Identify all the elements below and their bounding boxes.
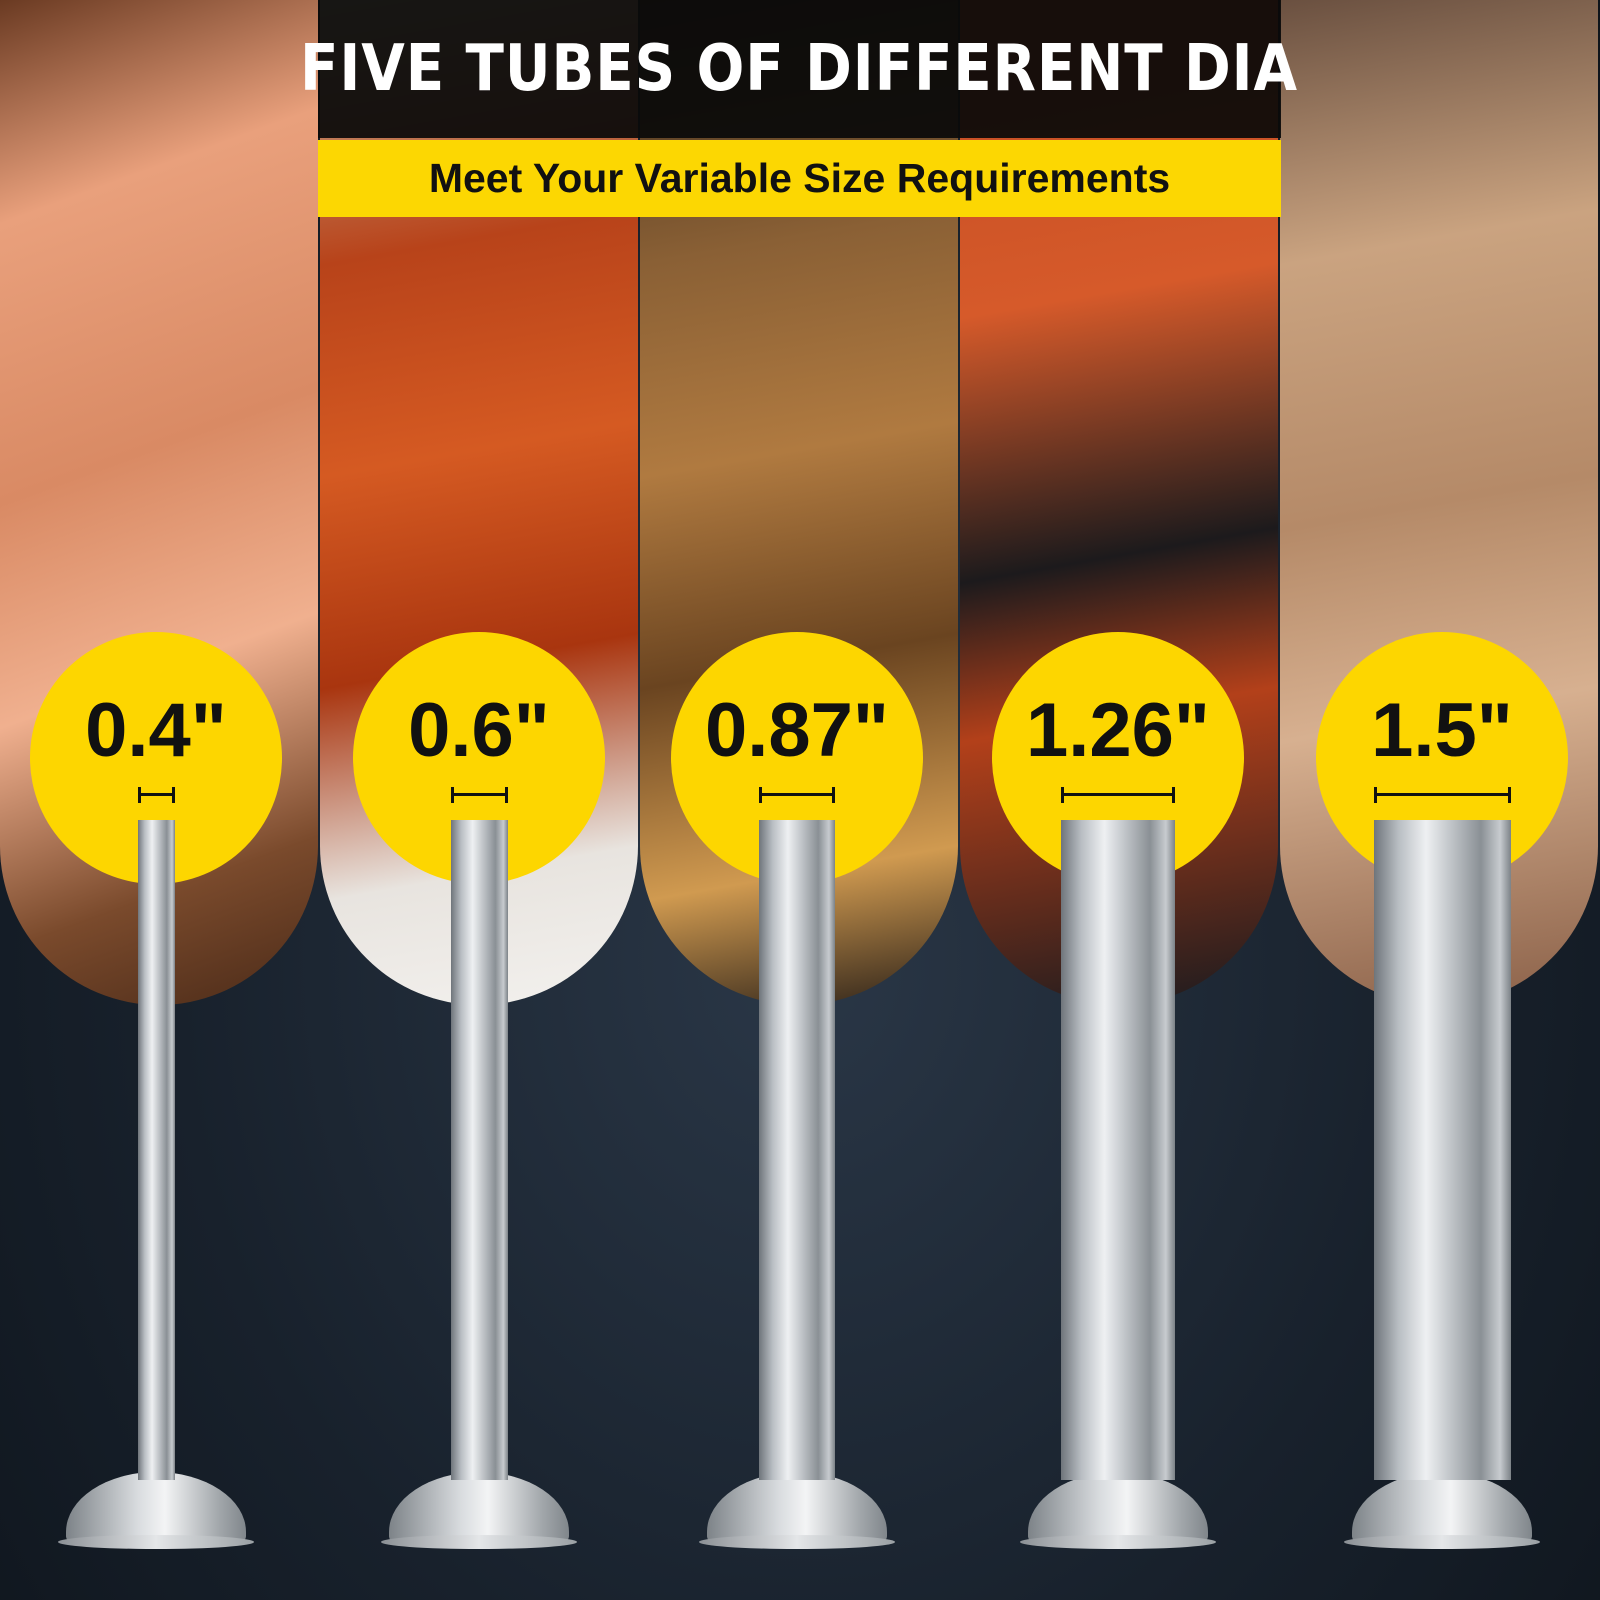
tube-rim: [1344, 1535, 1540, 1549]
title: FIVE TUBES OF DIFFERENT DIA: [300, 32, 1299, 106]
diameter-label: 0.87": [705, 688, 889, 773]
stuffing-tube: [1373, 820, 1511, 1480]
tube-base: [1028, 1472, 1208, 1542]
subtitle: Meet Your Variable Size Requirements: [428, 155, 1171, 201]
dimension-line: [450, 787, 508, 803]
tube-base: [1352, 1472, 1532, 1542]
subtitle-band: Meet Your Variable Size Requirements: [318, 140, 1281, 217]
diameter-label: 0.6": [408, 688, 550, 773]
dimension-line: [137, 787, 175, 803]
tube-rim: [699, 1535, 895, 1549]
title-band: FIVE TUBES OF DIFFERENT DIA: [301, 0, 1298, 138]
diameter-label: 0.4": [85, 688, 227, 773]
tube-rim: [1020, 1535, 1216, 1549]
stuffing-tube: [1061, 820, 1175, 1480]
stuffing-tube: [137, 820, 175, 1480]
dimension-line: [759, 787, 835, 803]
dimension-line: [1373, 787, 1511, 803]
dimension-line: [1061, 787, 1175, 803]
tube-base: [707, 1472, 887, 1542]
diameter-badge: 1.26": [992, 632, 1244, 884]
tube-base: [66, 1472, 246, 1542]
stuffing-tube: [759, 820, 835, 1480]
stuffing-tube: [450, 820, 508, 1480]
diameter-badge: 0.87": [671, 632, 923, 884]
diameter-label: 1.26": [1026, 688, 1210, 773]
tube-rim: [381, 1535, 577, 1549]
diameter-label: 1.5": [1371, 688, 1513, 773]
tube-base: [389, 1472, 569, 1542]
tube-rim: [58, 1535, 254, 1549]
